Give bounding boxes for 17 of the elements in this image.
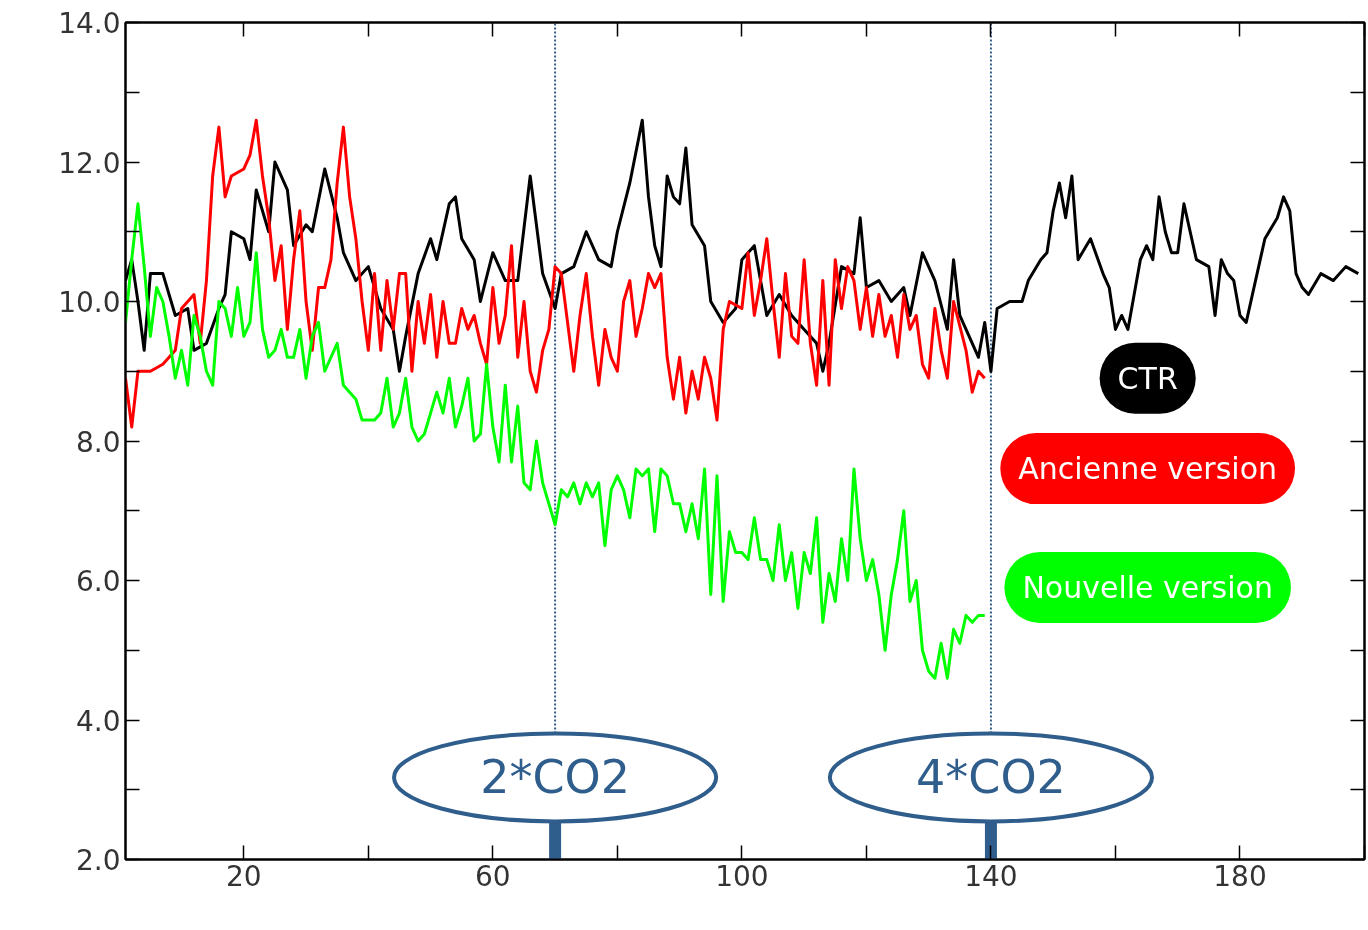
y-tick-label: 10.0 [58, 286, 121, 319]
y-tick-label: 12.0 [58, 146, 121, 180]
ref-line-label: 2*CO2 [480, 750, 631, 805]
y-tick-label: 4.0 [75, 704, 121, 738]
x-tick-label: 180 [1213, 859, 1267, 893]
series-label: CTR [1117, 360, 1178, 396]
text: Ancienne version [1018, 451, 1278, 487]
ref-line-label: 4*CO2 [916, 750, 1066, 805]
y-tick-label: 14.0 [58, 7, 121, 40]
series-label: Nouvelle version [1022, 569, 1273, 605]
x-tick-label: 100 [715, 859, 769, 893]
x-tick-label: 140 [964, 859, 1018, 893]
y-tick-label: 8.0 [75, 425, 121, 459]
x-tick-label: 20 [225, 859, 262, 893]
y-tick-label: 2.0 [75, 844, 121, 877]
x-tick-label: 60 [475, 859, 511, 893]
y-tick-label: 6.0 [75, 565, 121, 598]
